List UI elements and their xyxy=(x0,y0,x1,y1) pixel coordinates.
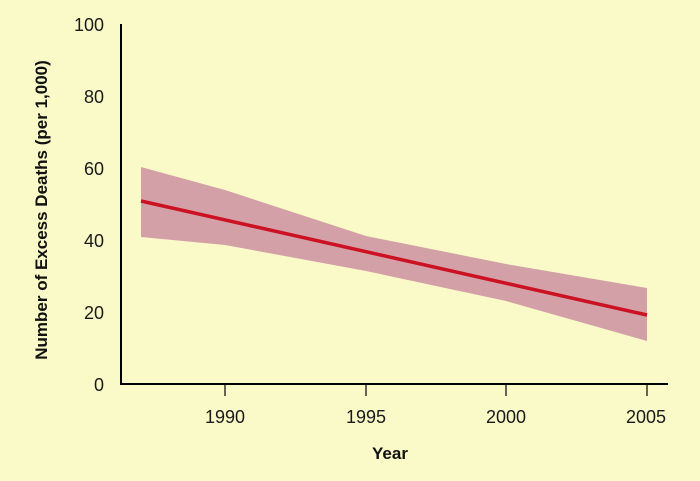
x-tick-label: 1990 xyxy=(205,407,245,427)
y-axis-title: Number of Excess Deaths (per 1,000) xyxy=(32,60,51,360)
y-tick-label: 100 xyxy=(74,15,104,35)
y-tick-label: 40 xyxy=(84,231,104,251)
y-tick-label: 0 xyxy=(94,375,104,395)
y-tick-label: 20 xyxy=(84,303,104,323)
x-axis-title: Year xyxy=(372,444,408,463)
estimate-line xyxy=(140,199,648,317)
confidence-band xyxy=(141,167,647,341)
x-tick-label: 2000 xyxy=(486,407,526,427)
y-tick-label: 60 xyxy=(84,159,104,179)
x-tick-label: 2005 xyxy=(626,407,666,427)
y-tick-label: 80 xyxy=(84,87,104,107)
x-tick-label: 1995 xyxy=(346,407,386,427)
